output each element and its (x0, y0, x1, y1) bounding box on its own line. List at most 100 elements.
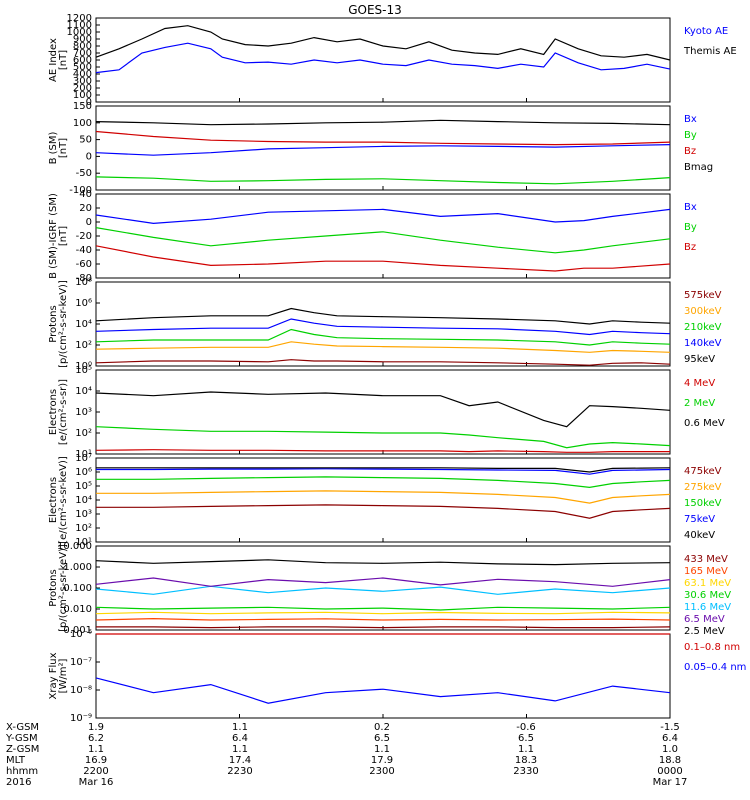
series-line-2 (95, 227, 671, 254)
legend-entry: Bz (684, 146, 696, 157)
panel-frame (95, 633, 671, 719)
x-axis-cell: 16.9 (85, 755, 107, 766)
y-tick-label: -60 (76, 259, 92, 270)
y-tick-label: 600 (73, 55, 92, 66)
x-axis-cell: 1.1 (518, 744, 534, 755)
legend-entry: 40keV (684, 530, 715, 541)
x-axis-cell: -1.5 (660, 722, 680, 733)
panel-7: Protons[p/(cm²-s-sr-keV)]0.001 0.010 0.100… (48, 541, 731, 637)
series-line-1 (96, 504, 671, 519)
y-tick-label: 10.000 (57, 541, 92, 552)
legend-entry: By (684, 130, 697, 141)
legend-entry: 0.6 MeV (684, 418, 725, 429)
legend-entry: 2.5 MeV (684, 626, 725, 637)
y-tick-label: -20 (76, 231, 92, 242)
y-axis-label-line: [p/(cm²-s-sr-keV)] (58, 280, 69, 368)
y-axis-label: Protons[p/(cm²-s-sr-keV)] (48, 280, 69, 368)
x-axis-cell: 18.8 (659, 755, 681, 766)
series-line-4 (95, 606, 671, 611)
panel-frame (95, 17, 671, 103)
x-axis-cell: 18.3 (515, 755, 537, 766)
x-axis-cell: 1.1 (374, 744, 390, 755)
series-line-1 (95, 42, 671, 74)
series-line-7 (95, 559, 671, 566)
series-line-3 (96, 476, 671, 489)
y-tick-label: 10² (75, 428, 92, 439)
x-axis-cell: 6.4 (232, 733, 248, 744)
x-axis-cell: Mar 17 (653, 777, 688, 788)
series-line-2 (96, 490, 671, 504)
series-line-2 (95, 176, 671, 185)
y-axis-label-line: Xray Flux (48, 652, 59, 699)
legend-entry: 210keV (684, 322, 722, 333)
series-line-3 (95, 130, 671, 146)
y-tick-label: -100 (69, 185, 92, 196)
x-axis-cell: 2300 (369, 766, 394, 777)
y-tick-label: 10⁷ (75, 453, 92, 464)
y-tick-label: 150 (73, 101, 92, 112)
panel-2: B (SM)[nT] -100 -50 0 50 100 150 Bx By Bz Bmag (48, 101, 713, 196)
y-tick-label: 1200 (67, 13, 92, 24)
legend-entry: By (684, 222, 697, 233)
y-tick-label: 100 (73, 90, 92, 101)
legend-entry: Kyoto AE (684, 26, 728, 37)
y-axis-label-line: Protons (48, 569, 59, 606)
x-axis-cell: 1.1 (88, 744, 104, 755)
y-axis-label-line: [nT] (58, 50, 69, 70)
y-tick-label: 10⁵ (75, 365, 92, 376)
legend-entry: 0.1–0.8 nm (684, 642, 740, 653)
y-axis-label: Xray Flux[W/m²] (48, 652, 69, 699)
y-tick-label: 10⁻⁶ (70, 629, 92, 640)
series-line-3 (95, 328, 671, 346)
y-tick-label: 10⁴ (75, 386, 92, 397)
series-line-3 (95, 245, 671, 272)
y-tick-label: 0 (86, 217, 92, 228)
x-axis-row-label: MLT (6, 755, 26, 766)
legend-entry: 95keV (684, 354, 715, 365)
y-tick-label: 10³ (75, 509, 92, 520)
y-tick-label: 300 (73, 76, 92, 87)
y-axis-label-line: [W/m²] (58, 658, 69, 693)
y-tick-label: 10⁻⁹ (70, 713, 92, 724)
series-line-1 (95, 208, 671, 225)
series-line-4 (95, 318, 671, 336)
y-tick-label: 0.001 (63, 625, 92, 636)
y-axis-label: Electrons[e/(cm²-s-sr)] (48, 379, 69, 445)
y-tick-label: 1000 (67, 27, 92, 38)
legend-entry: Bmag (684, 162, 713, 173)
y-axis-label-line: [e/(cm²-s-sr)] (58, 379, 69, 445)
y-tick-label: 0 (86, 151, 92, 162)
y-axis-label-line: B (SM) (48, 131, 59, 164)
legend-entry: Bz (684, 242, 696, 253)
legend-entry: 4 MeV (684, 378, 715, 389)
y-tick-label: 10⁶ (75, 467, 92, 478)
x-axis-cell: 6.2 (88, 733, 104, 744)
x-axis-row-label: hhmm (6, 766, 38, 777)
y-tick-label: 10⁴ (75, 495, 92, 506)
y-tick-label: 1.000 (63, 562, 92, 573)
series-line-6 (95, 577, 671, 587)
y-tick-label: 40 (79, 189, 92, 200)
panel-frame (95, 105, 671, 191)
legend-entry: Themis AE (683, 46, 737, 57)
y-tick-label: -80 (76, 273, 92, 284)
x-axis-cell: Mar 16 (79, 777, 114, 788)
y-tick-label: 10² (75, 523, 92, 534)
x-axis-cell: 1.1 (232, 744, 248, 755)
y-axis-label: Electrons[e/(cm²-s-sr-keV)] (48, 456, 69, 544)
series-line-2 (95, 25, 671, 61)
y-tick-label: -50 (76, 168, 92, 179)
series-line-1 (96, 626, 671, 629)
y-tick-label: 20 (79, 203, 92, 214)
legend-entry: 433 MeV (684, 554, 728, 565)
series-line-4 (95, 119, 671, 126)
y-tick-label: 0.010 (63, 604, 92, 615)
panel-4: Protons[p/(cm²-s-sr-keV)] 10⁰ 10² 10⁴ 10⁶ 10⁸… (48, 277, 722, 372)
y-tick-label: 900 (73, 34, 92, 45)
series-line-1 (95, 144, 671, 156)
series-line-5 (95, 585, 671, 595)
legend-entry: 275keV (684, 482, 722, 493)
legend-entry: 300keV (684, 306, 722, 317)
series-line-1 (95, 449, 670, 453)
y-axis-label: Protons[p/(cm²-s-sr-keV)] (48, 544, 69, 632)
